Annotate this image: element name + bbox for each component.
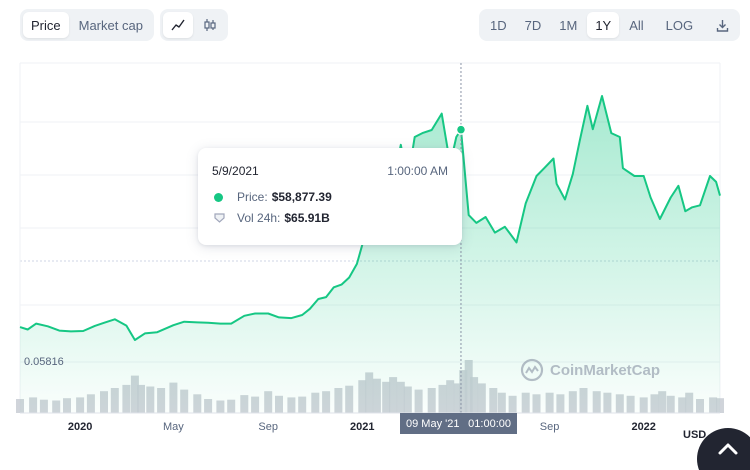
download-icon xyxy=(716,19,728,32)
candlestick-button[interactable] xyxy=(195,12,225,38)
tooltip-date: 5/9/2021 xyxy=(212,164,259,178)
y-min-label: 0.05816 xyxy=(24,356,64,368)
download-button[interactable] xyxy=(707,12,737,38)
cursor-date-label: 09 May '21 01:00:00 xyxy=(400,413,517,434)
hover-point xyxy=(455,124,467,135)
coinmarketcap-logo-icon xyxy=(520,358,544,382)
tooltip-volume-row: Vol 24h: $65.91B xyxy=(214,211,330,225)
price-area xyxy=(20,96,720,413)
x-tick-label: Sep xyxy=(258,421,278,433)
currency-label: USD xyxy=(683,429,707,441)
chart-type-toggle: Price Market cap xyxy=(20,9,154,41)
log-scale-button[interactable]: LOG xyxy=(658,12,701,38)
coinmarketcap-watermark: CoinMarketCap xyxy=(520,358,660,382)
range-all-button[interactable]: All xyxy=(621,12,651,38)
chart-tooltip: 5/9/2021 1:00:00 AM Price: $58,877.39 Vo… xyxy=(198,148,462,245)
price-dot-icon xyxy=(214,192,223,202)
price-value: $58,877.39 xyxy=(271,190,332,204)
range-1d-button[interactable]: 1D xyxy=(482,12,515,38)
x-tick-label: 2022 xyxy=(631,421,656,433)
cursor-time: 01:00:00 xyxy=(468,417,511,430)
tooltip-price-row: Price: $58,877.39 xyxy=(214,190,332,204)
volume-shield-icon xyxy=(214,213,225,223)
line-chart-icon xyxy=(171,19,185,31)
watermark-text: CoinMarketCap xyxy=(550,361,661,379)
chart-view-toggle xyxy=(160,9,228,41)
x-tick-label: 2020 xyxy=(67,421,93,433)
x-tick-label: 2021 xyxy=(350,421,375,433)
line-chart-button[interactable] xyxy=(163,12,193,38)
range-1m-button[interactable]: 1M xyxy=(551,12,585,38)
market-cap-tab[interactable]: Market cap xyxy=(71,12,151,38)
range-7d-button[interactable]: 7D xyxy=(517,12,550,38)
tooltip-time: 1:00:00 AM xyxy=(387,164,448,178)
volume-value: $65.91B xyxy=(284,211,330,225)
price-tab[interactable]: Price xyxy=(23,12,69,38)
x-tick-label: May xyxy=(163,421,184,433)
cursor-date: 09 May '21 xyxy=(406,417,460,430)
price-label: Price: xyxy=(237,190,268,204)
range-1y-button[interactable]: 1Y xyxy=(587,12,620,38)
time-range-toggle: 1D 7D 1M 1Y All LOG xyxy=(479,9,741,41)
x-tick-label: Sep xyxy=(539,421,560,433)
candlestick-icon xyxy=(204,19,216,31)
volume-label: Vol 24h: xyxy=(237,211,281,225)
chevron-up-icon xyxy=(718,443,738,455)
